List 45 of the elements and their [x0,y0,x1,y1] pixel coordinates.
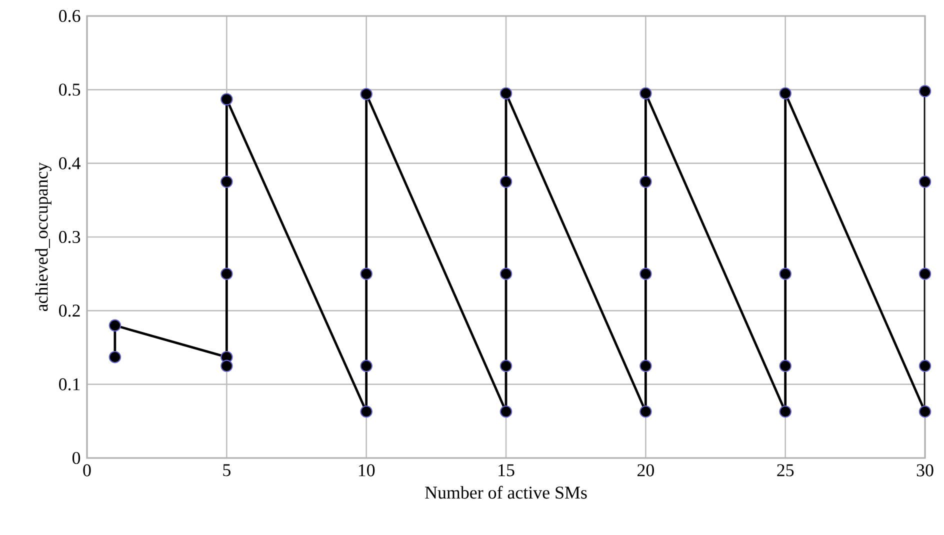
point [918,405,932,418]
y-tick-label: 0.1 [59,378,80,390]
point [779,268,792,280]
y-tick-label: 0.2 [59,304,80,317]
point [640,176,652,188]
point [220,176,233,188]
y-tick-label: 0 [72,452,80,464]
point [918,85,932,98]
point [108,319,122,332]
point [918,360,932,372]
x-tick-label: 25 [777,464,794,476]
point [220,268,233,280]
point [500,360,512,372]
point [360,360,372,372]
x-tick-label: 20 [638,464,654,476]
x-tick-label: 15 [498,464,514,476]
point [500,405,512,418]
point [918,176,932,188]
point [500,176,512,188]
point [640,360,652,372]
y-axis-title: achieved_occupancy [35,162,52,312]
point [779,87,792,100]
x-tick-label: 5 [223,464,230,476]
point [500,268,512,280]
point [640,405,652,418]
y-tick-label: 0.6 [59,10,80,22]
point [918,268,932,280]
point [779,405,792,418]
point [220,360,233,372]
point [640,268,652,280]
x-tick-label: 0 [83,464,91,476]
x-tick-label: 10 [358,464,375,476]
point [500,87,512,100]
y-tick-label: 0.4 [59,157,80,170]
point [640,87,652,100]
x-axis-title: Number of active SMs [425,486,587,499]
point [108,350,122,364]
point [360,405,372,418]
point [779,360,792,372]
y-tick-label: 0.3 [59,230,80,244]
point [360,268,372,280]
point [360,88,372,100]
point [220,93,233,106]
y-tick-label: 0.5 [59,84,80,96]
x-tick-label: 30 [916,464,934,476]
